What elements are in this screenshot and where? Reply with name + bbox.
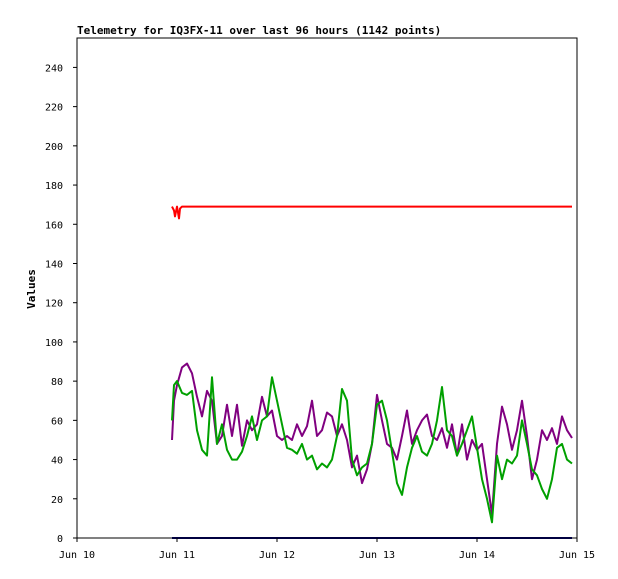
plot-frame bbox=[76, 37, 578, 539]
series-line-2 bbox=[171, 376, 573, 524]
y-axis-label: Values bbox=[25, 269, 38, 309]
series-line-0 bbox=[171, 205, 572, 220]
y-tick-label: 180 bbox=[45, 181, 63, 192]
y-tick-label: 140 bbox=[45, 259, 63, 270]
y-tick-label: 160 bbox=[45, 220, 63, 231]
y-tick-label: 20 bbox=[51, 495, 63, 506]
plot-area bbox=[77, 38, 577, 538]
y-tick-label: 220 bbox=[45, 103, 63, 114]
x-tick-label: Jun 10 bbox=[59, 550, 95, 561]
chart-title: Telemetry for IQ3FX-11 over last 96 hour… bbox=[77, 24, 441, 37]
y-tick-label: 100 bbox=[45, 338, 63, 349]
x-tick-label: Jun 12 bbox=[259, 550, 295, 561]
y-tick-label: 60 bbox=[51, 416, 63, 427]
y-tick-label: 120 bbox=[45, 299, 63, 310]
x-tick-label: Jun 15 bbox=[559, 550, 595, 561]
x-tick-label: Jun 11 bbox=[159, 550, 195, 561]
y-tick-label: 240 bbox=[45, 63, 63, 74]
x-tick-label: Jun 14 bbox=[459, 550, 495, 561]
x-tick-label: Jun 13 bbox=[359, 550, 395, 561]
y-tick-label: 40 bbox=[51, 456, 63, 467]
y-tick-label: 200 bbox=[45, 142, 63, 153]
y-tick-label: 80 bbox=[51, 377, 63, 388]
y-tick-label: 0 bbox=[57, 534, 63, 545]
tick-layer: 0 20 40 60 80 100 120 140 160 180 200 220 240 Jun 10 J… bbox=[45, 63, 595, 561]
